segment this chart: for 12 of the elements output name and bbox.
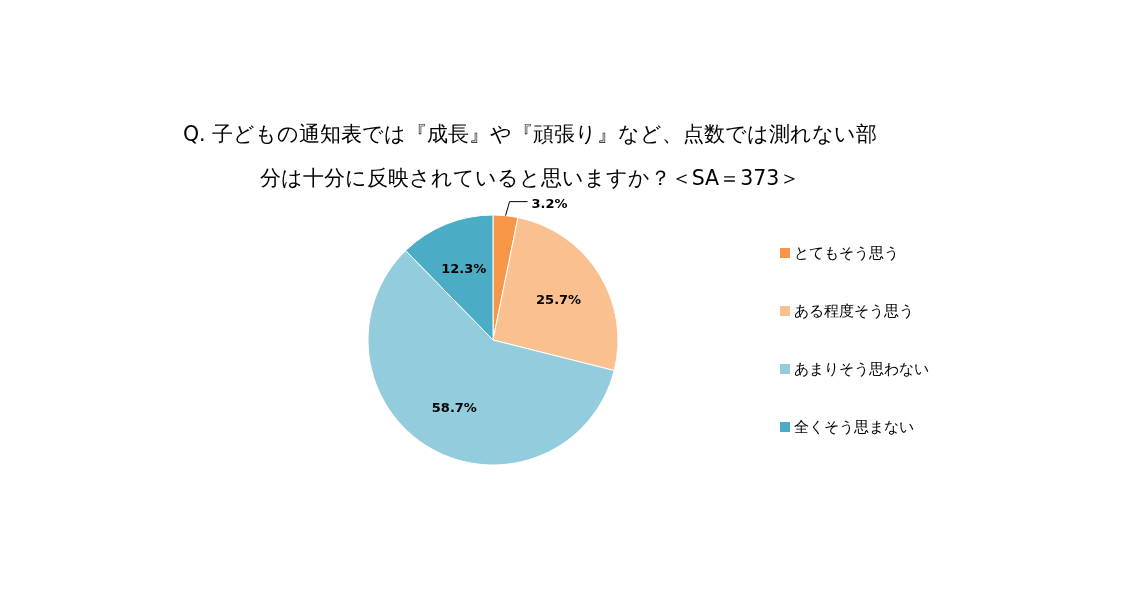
pie-slice	[367, 250, 615, 466]
legend-label: 全くそう思まない	[794, 418, 914, 436]
legend-label: とてもそう思う	[794, 244, 899, 262]
legend-label: あまりそう思わない	[794, 360, 929, 378]
pie-slice	[405, 214, 494, 341]
data-label: 25.7%	[536, 291, 582, 307]
data-label: 3.2%	[531, 195, 568, 211]
pie-slice	[492, 217, 619, 372]
data-label: 12.3%	[441, 261, 487, 277]
data-label: 58.7%	[431, 400, 477, 416]
legend-label: ある程度そう思う	[794, 302, 914, 320]
chart-title: Q. 子どもの通知表では『成長』や『頑張り』など、点数では測れない部分は十分に反映されていると思いますか？＜SA＝373＞	[182, 122, 878, 190]
